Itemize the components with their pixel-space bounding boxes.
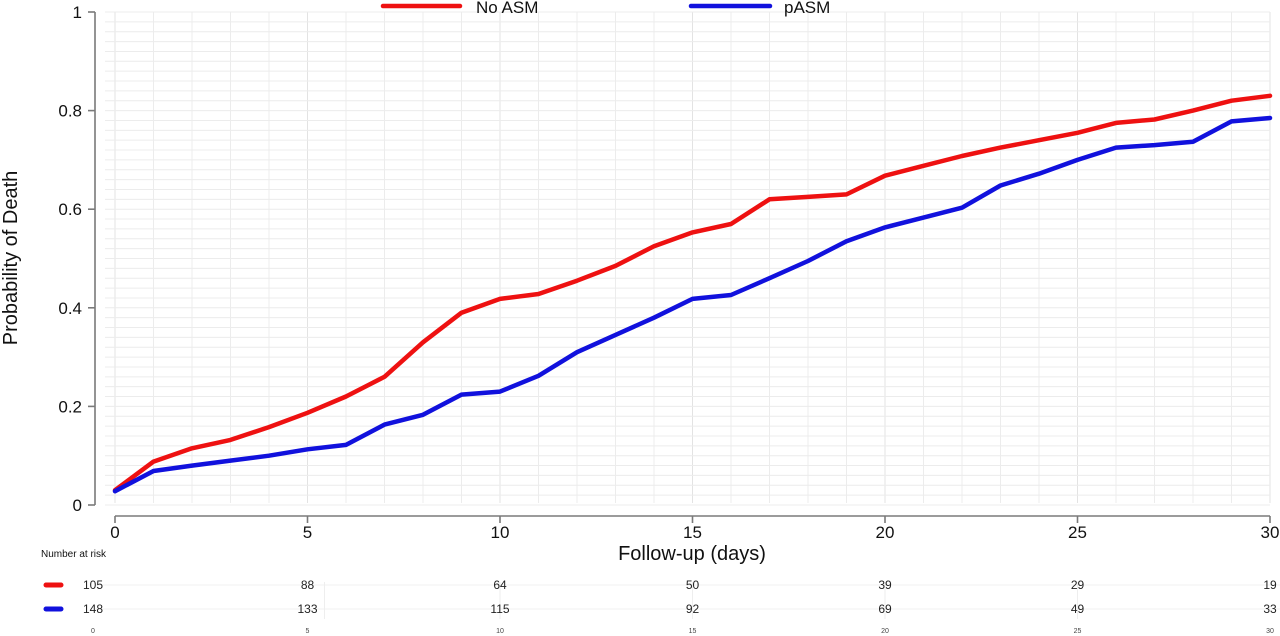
risk-count: 39: [878, 578, 892, 592]
risk-time-label: 30: [1266, 628, 1274, 635]
legend-label: No ASM: [476, 0, 538, 17]
x-tick-label: 20: [876, 523, 895, 542]
y-axis-title: Probability of Death: [0, 171, 22, 346]
risk-table-title: Number at risk: [41, 549, 107, 560]
x-tick-label: 30: [1261, 523, 1280, 542]
y-tick-label: 0.8: [58, 102, 82, 121]
risk-count: 92: [686, 602, 700, 616]
risk-count: 133: [297, 602, 317, 616]
x-tick-label: 5: [303, 523, 312, 542]
risk-time-label: 20: [881, 628, 889, 635]
risk-count: 49: [1071, 602, 1085, 616]
y-tick-label: 1: [73, 3, 82, 22]
risk-time-label: 25: [1074, 628, 1082, 635]
risk-count: 29: [1071, 578, 1085, 592]
y-tick-label: 0.4: [58, 299, 82, 318]
x-axis-title: Follow-up (days): [618, 543, 766, 565]
risk-time-label: 0: [91, 628, 95, 635]
risk-count: 88: [301, 578, 315, 592]
risk-count: 64: [493, 578, 507, 592]
data-series: [112, 93, 1273, 494]
legend: No ASM pASM: [380, 0, 830, 17]
risk-time-label: 10: [496, 628, 504, 635]
risk-count: 50: [686, 578, 700, 592]
risk-count: 115: [490, 602, 509, 616]
risk-time-label: 5: [306, 628, 310, 635]
risk-time-label: 15: [689, 628, 697, 635]
x-tick-label: 15: [683, 523, 702, 542]
y-tick-label: 0: [73, 496, 82, 515]
legend-label: pASM: [784, 0, 830, 17]
risk-count: 105: [83, 578, 103, 592]
grid-lines: [105, 11, 1271, 506]
series-line-pasm: [112, 115, 1273, 494]
y-tick-label: 0.2: [58, 397, 82, 416]
risk-count: 69: [878, 602, 892, 616]
risk-count: 148: [83, 602, 103, 616]
risk-count: 33: [1263, 602, 1277, 616]
y-tick-label: 0.6: [58, 200, 82, 219]
series-line-no-asm: [112, 93, 1273, 493]
x-tick-label: 10: [491, 523, 510, 542]
risk-count: 19: [1263, 578, 1277, 592]
axes: 00.20.40.60.810 5 10 15 20 25 30: [58, 3, 1279, 542]
x-tick-label: 25: [1068, 523, 1087, 542]
x-tick-label: 0: [110, 523, 119, 542]
